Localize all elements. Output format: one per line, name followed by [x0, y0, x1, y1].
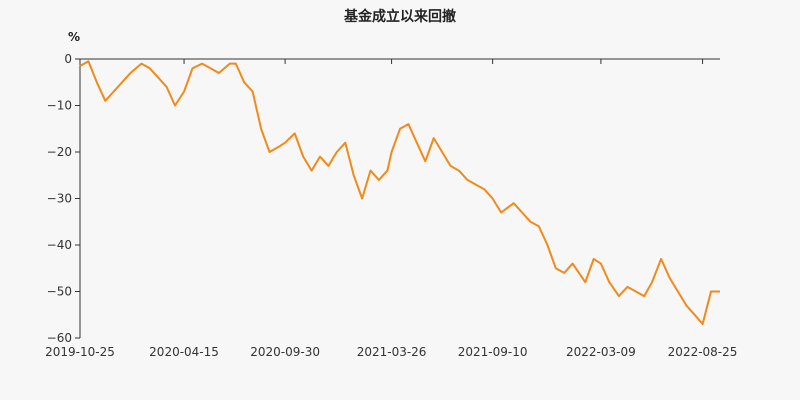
y-tick-label: −50	[47, 285, 72, 299]
y-tick-label: 0	[64, 52, 72, 66]
x-tick-label: 2021-03-26	[357, 345, 427, 359]
y-axis-unit-label: %	[68, 30, 80, 44]
y-tick-label: −40	[47, 238, 72, 252]
x-tick-label: 2019-10-25	[45, 345, 115, 359]
x-tick-label: 2020-04-15	[149, 345, 219, 359]
y-tick-label: −10	[47, 99, 72, 113]
y-tick-label: −60	[47, 331, 72, 345]
x-tick-label: 2021-09-10	[458, 345, 528, 359]
x-tick-label: 2022-03-09	[566, 345, 636, 359]
y-tick-label: −30	[47, 192, 72, 206]
y-tick-label: −20	[47, 145, 72, 159]
drawdown-series-line	[79, 60, 720, 326]
x-tick-label: 2020-09-30	[250, 345, 320, 359]
chart-title: 基金成立以来回撤	[344, 9, 456, 25]
x-tick-label: 2022-08-25	[668, 345, 738, 359]
